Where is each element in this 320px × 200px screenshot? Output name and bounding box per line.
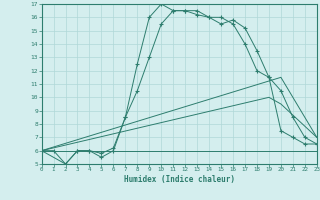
- X-axis label: Humidex (Indice chaleur): Humidex (Indice chaleur): [124, 175, 235, 184]
